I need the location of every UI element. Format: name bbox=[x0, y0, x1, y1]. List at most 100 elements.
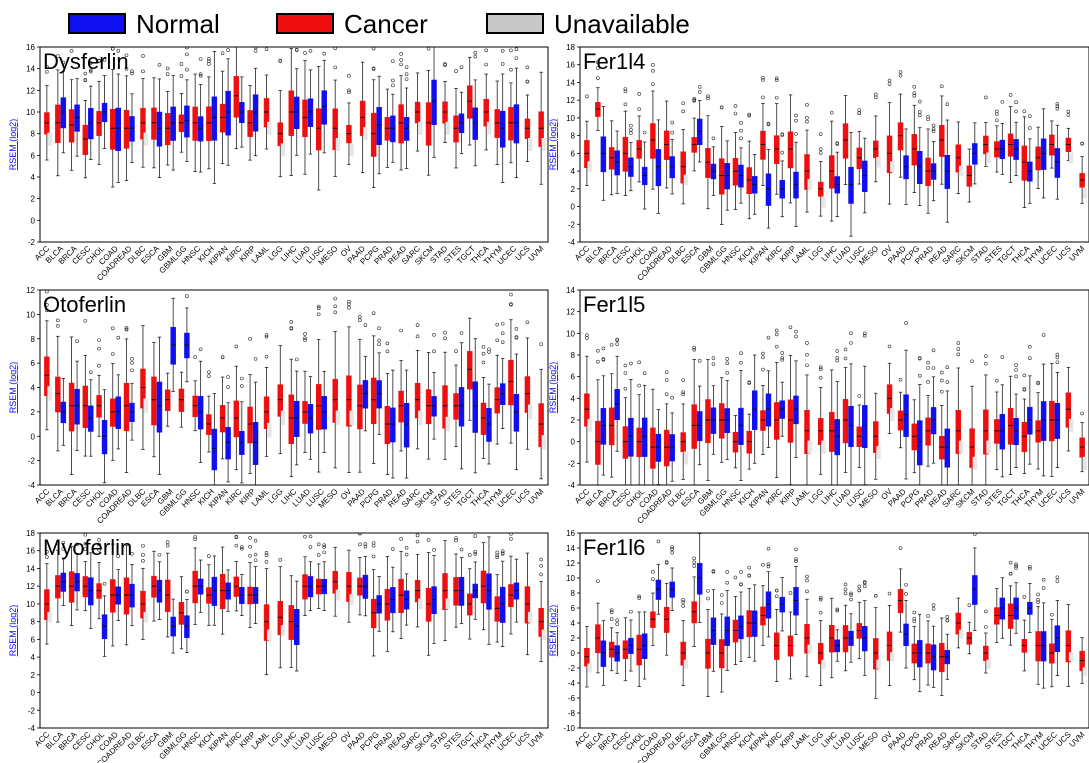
outlier-normal-kirc bbox=[780, 132, 785, 136]
outlier-cancer-stes bbox=[995, 118, 999, 123]
box-body-normal-coad bbox=[655, 579, 662, 600]
outlier-normal-lihc bbox=[835, 141, 840, 145]
box-body-normal-chol bbox=[101, 420, 108, 455]
outlier-normal-prad bbox=[931, 348, 936, 353]
box-cancer-brca bbox=[68, 336, 75, 475]
outlier-cancer-read bbox=[399, 62, 403, 67]
outlier-normal-gbmlgg bbox=[725, 580, 729, 585]
y-tick-label: 14 bbox=[566, 544, 575, 553]
box-body-normal-blca bbox=[60, 401, 67, 424]
outlier-normal-thym bbox=[500, 321, 505, 326]
outlier-cancer-laml bbox=[264, 560, 269, 564]
box-body-cancer-lusc bbox=[856, 147, 862, 170]
outlier-cancer-acc bbox=[585, 94, 589, 99]
legend-swatch-normal bbox=[68, 13, 126, 34]
box-unavailable-stad bbox=[986, 152, 991, 164]
box-cancer-paad bbox=[897, 377, 904, 449]
box-cancer-coadread bbox=[663, 100, 670, 189]
box-cancer-ov bbox=[886, 344, 893, 434]
outlier-cancer-stad bbox=[443, 62, 447, 66]
box-normal-thym bbox=[1040, 577, 1047, 689]
box-unavailable-ov bbox=[890, 161, 895, 172]
box-normal-prad bbox=[390, 369, 396, 479]
box-normal-kich bbox=[211, 555, 218, 626]
box-body-cancer-esca bbox=[151, 575, 157, 598]
legend-label-normal: Normal bbox=[136, 9, 220, 39]
outlier-normal-kirc bbox=[240, 545, 244, 549]
box-cancer-lgg bbox=[277, 58, 283, 178]
box-unavailable-dlbc bbox=[683, 174, 689, 186]
box-body-normal-gbmlgg bbox=[184, 615, 190, 638]
box-body-unavailable-dlbc bbox=[143, 398, 148, 414]
box-normal-kirp bbox=[252, 538, 259, 624]
y-tick-label: 6 bbox=[31, 151, 36, 160]
box-body-normal-paad bbox=[362, 380, 369, 409]
box-normal-coad bbox=[115, 49, 121, 183]
box-body-cancer-lusc bbox=[315, 108, 322, 151]
box-body-normal-luad bbox=[307, 98, 314, 127]
box-normal-lusc bbox=[862, 331, 868, 485]
box-body-normal-coadread bbox=[669, 434, 675, 462]
outlier-cancer-coad bbox=[651, 68, 655, 73]
box-body-normal-kich bbox=[211, 96, 218, 141]
box-cancer-ov bbox=[346, 549, 352, 623]
y-axis-label: RSEM (log2) bbox=[8, 362, 18, 414]
outlier-cancer-hnsc bbox=[193, 355, 197, 359]
box-cancer-coadread bbox=[663, 560, 670, 656]
outlier-cancer-kirc bbox=[234, 534, 239, 539]
outlier-normal-prad bbox=[931, 607, 936, 611]
box-normal-chol bbox=[101, 581, 108, 657]
plot-frame bbox=[579, 46, 1089, 243]
box-normal-pcpg bbox=[917, 356, 923, 485]
box-cancer-uvm bbox=[1079, 141, 1085, 204]
box-body-normal-cesc bbox=[88, 577, 94, 606]
box-body-normal-lusc bbox=[862, 626, 868, 652]
outlier-normal-coadread bbox=[130, 69, 134, 74]
legend-swatch-unavailable bbox=[486, 13, 544, 34]
outlier-cancer-blca bbox=[56, 541, 60, 546]
outlier-normal-skcm bbox=[432, 349, 436, 354]
box-body-normal-gbmlgg bbox=[724, 163, 730, 190]
box-cancer-ov bbox=[346, 73, 352, 165]
outlier-cancer-paad bbox=[358, 533, 362, 536]
box-cancer-hnsc bbox=[732, 104, 739, 211]
box-body-normal-kirp bbox=[793, 171, 799, 199]
box-normal-skcm bbox=[972, 533, 978, 632]
box-body-normal-paad bbox=[903, 623, 909, 646]
outlier-normal-thym bbox=[1041, 333, 1046, 337]
outlier-normal-esca bbox=[697, 85, 702, 89]
y-tick-label: 10 bbox=[566, 114, 575, 123]
box-normal-pcpg bbox=[917, 613, 923, 693]
box-normal-gbm bbox=[170, 75, 176, 171]
outlier-normal-lusc bbox=[862, 581, 867, 585]
outlier-normal-kirp bbox=[253, 558, 258, 563]
outlier-normal-gbmlgg bbox=[725, 570, 729, 574]
outlier-cancer-ucec bbox=[509, 292, 513, 297]
box-body-unavailable-acc bbox=[47, 386, 52, 401]
box-normal-stes bbox=[999, 577, 1006, 639]
box-cancer-brca bbox=[608, 342, 615, 478]
outlier-normal-hnsc bbox=[739, 360, 743, 365]
outlier-cancer-thca bbox=[484, 62, 489, 67]
outlier-cancer-stad bbox=[443, 330, 447, 335]
box-body-cancer-kirc bbox=[773, 135, 780, 164]
outlier-cancer-coad bbox=[651, 82, 655, 86]
outlier-normal-cesc bbox=[629, 131, 633, 135]
outlier-cancer-uvm bbox=[539, 342, 543, 346]
box-normal-kirp bbox=[793, 113, 799, 227]
box-body-normal-prad bbox=[390, 407, 396, 443]
box-normal-coadread bbox=[129, 551, 135, 627]
box-unavailable-stad bbox=[445, 416, 450, 432]
outlier-normal-chol bbox=[102, 58, 107, 62]
y-tick-label: 0 bbox=[31, 216, 36, 225]
outlier-cancer-kirc bbox=[774, 344, 779, 349]
box-normal-kich bbox=[211, 393, 218, 485]
y-tick-label: 0 bbox=[571, 438, 576, 447]
box-body-cancer-sarc bbox=[414, 382, 421, 419]
outlier-normal-kirp bbox=[253, 49, 258, 53]
box-cancer-thym bbox=[494, 322, 500, 445]
box-body-cancer-brca bbox=[68, 109, 75, 143]
box-body-cancer-thym bbox=[1035, 631, 1041, 662]
y-tick-label: 8 bbox=[31, 130, 36, 139]
box-body-cancer-dlbc bbox=[140, 107, 146, 140]
